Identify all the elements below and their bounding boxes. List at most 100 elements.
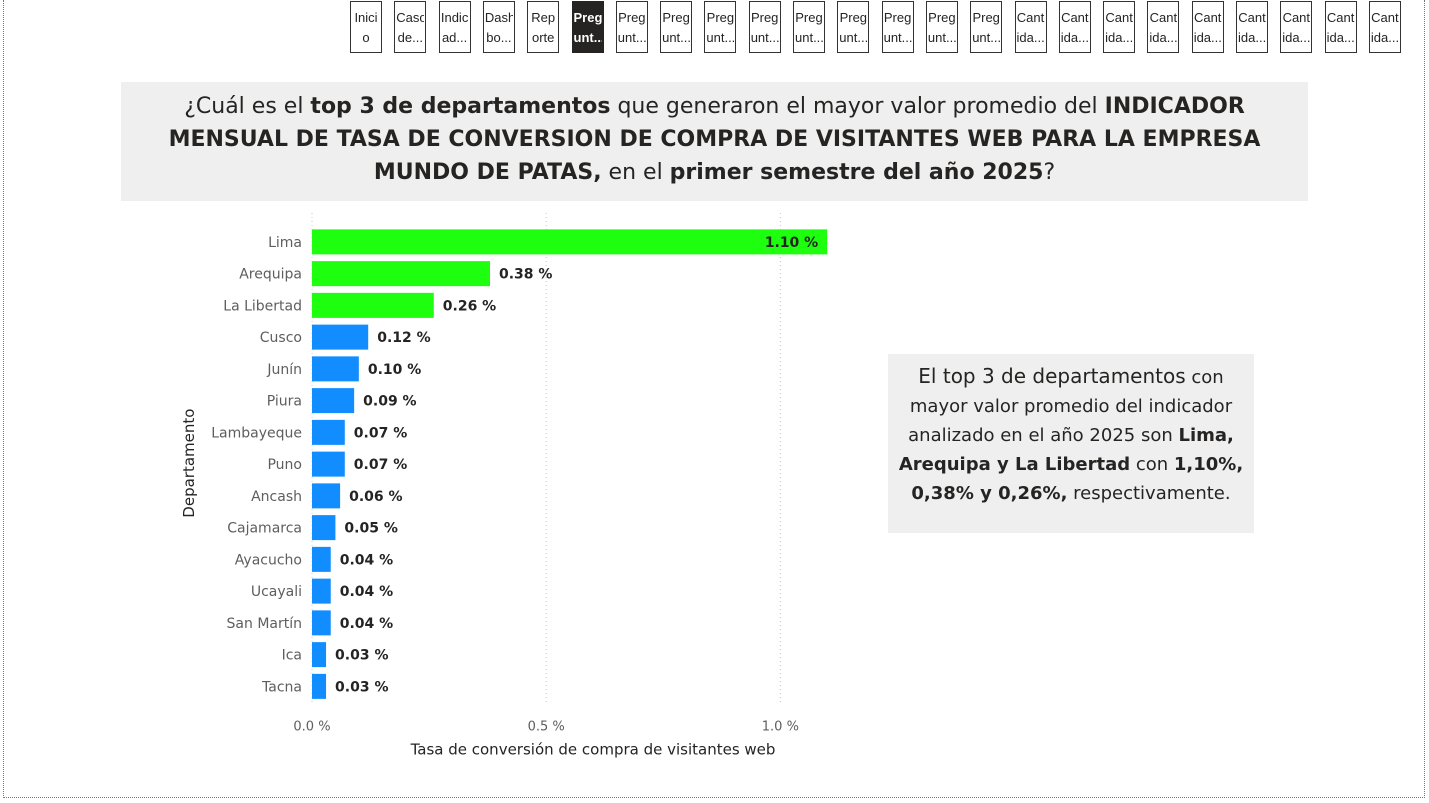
department-bar-chart[interactable]: 0.0 % 0.5 % 1.0 % Lima 1.10 % Arequipa 0.38 % L… <box>170 205 850 765</box>
bar[interactable] <box>312 356 359 382</box>
nav-button[interactable]: Preg unt... <box>881 1 914 53</box>
nav-button-label: Preg <box>839 10 868 25</box>
nav-button-label: unt... <box>927 30 956 45</box>
x-axis-title: Tasa de conversión de compra de visitant… <box>410 740 776 758</box>
nav-button-label: Dash <box>484 10 513 25</box>
nav-button[interactable]: Cant ida... <box>1280 1 1313 53</box>
nav-button[interactable]: Cant ida... <box>1103 1 1136 53</box>
nav-button-label: ida... <box>1282 30 1311 45</box>
nav-button-label: unt... <box>706 30 735 45</box>
nav-button[interactable]: Cant ida... <box>1058 1 1091 53</box>
data-label: 0.07 % <box>354 425 407 441</box>
bar[interactable] <box>312 673 327 699</box>
nav-button-label: unt... <box>795 30 823 45</box>
answer-bold: Lima, Arequipa y La Libertad <box>898 425 1234 475</box>
bar[interactable] <box>312 292 434 318</box>
bar[interactable] <box>312 261 490 287</box>
report-canvas <box>3 0 1425 798</box>
category-label: Piura <box>267 394 302 410</box>
category-label: Cajamarca <box>227 521 302 537</box>
bar[interactable] <box>312 515 336 541</box>
nav-button-label: ida... <box>1370 30 1399 45</box>
nav-button[interactable]: Cant ida... <box>1324 1 1357 53</box>
nav-button-label: orte <box>531 30 555 45</box>
question-text: ? <box>1043 160 1056 185</box>
nav-button-label: Preg <box>883 10 912 25</box>
nav-button[interactable]: Preg unt... <box>837 1 870 53</box>
nav-button-label: ida... <box>1149 30 1178 45</box>
nav-button-label: Rep <box>531 10 556 25</box>
nav-button[interactable]: Inici o <box>350 1 382 53</box>
data-label: 0.03 % <box>335 679 388 695</box>
nav-button[interactable]: Caso de... <box>394 1 427 53</box>
nav-button-label: Cant <box>1193 10 1222 25</box>
nav-button[interactable]: Cant ida... <box>1368 1 1401 53</box>
nav-button-label: Preg <box>706 10 735 25</box>
question-bold: INDICADOR MENSUAL DE TASA DE CONVERSION … <box>168 94 1261 185</box>
nav-button[interactable]: Preg unt... <box>793 1 825 53</box>
data-label: 0.07 % <box>354 457 407 473</box>
category-label: Ayacucho <box>235 552 302 568</box>
question-text: en el <box>601 160 670 185</box>
nav-button[interactable]: Preg unt... <box>748 1 781 53</box>
question-bold: top 3 de departamentos <box>310 94 611 119</box>
bar[interactable] <box>312 419 345 445</box>
nav-button-label: unt... <box>883 30 912 45</box>
nav-button-label: ida... <box>1060 30 1089 45</box>
nav-button[interactable]: Preg unt... <box>704 1 737 53</box>
data-label: 0.04 % <box>340 616 393 632</box>
nav-button[interactable]: Preg unt... <box>970 1 1003 53</box>
nav-button-label: o <box>362 30 370 45</box>
nav-button-label: ida... <box>1105 30 1134 45</box>
nav-button[interactable]: Preg unt... <box>615 1 648 53</box>
data-label: 0.26 % <box>443 298 496 314</box>
bar[interactable] <box>312 388 355 414</box>
nav-button[interactable]: Cant ida... <box>1236 1 1268 53</box>
data-label: 0.09 % <box>363 394 416 410</box>
y-axis-title: Departamento <box>180 409 198 518</box>
bar[interactable] <box>312 642 327 668</box>
nav-button-label: unt... <box>573 30 602 45</box>
nav-button-label: unt... <box>839 30 868 45</box>
category-label: Ucayali <box>251 584 302 600</box>
category-label: Ancash <box>251 489 302 505</box>
nav-button-label: unt... <box>750 30 779 45</box>
question-text: ¿Cuál es el <box>184 94 311 119</box>
nav-button-label: Preg <box>662 10 690 25</box>
nav-button[interactable]: Cant ida... <box>1147 1 1180 53</box>
nav-button-label: unt... <box>662 30 691 45</box>
nav-button[interactable]: Preg unt... <box>571 1 604 53</box>
category-label: San Martín <box>227 616 302 632</box>
category-label: Lambayeque <box>211 425 302 441</box>
nav-button[interactable]: Dash bo... <box>482 1 515 53</box>
nav-button-label: unt... <box>972 30 1001 45</box>
nav-button-label: de... <box>397 30 423 45</box>
bar[interactable] <box>312 546 331 572</box>
question-text: que generaron el mayor valor promedio de… <box>610 94 1105 119</box>
nav-button[interactable]: Preg unt... <box>660 1 693 53</box>
nav-button[interactable]: Cant ida... <box>1014 1 1047 53</box>
bar[interactable] <box>312 578 331 604</box>
nav-button-label: ida... <box>1326 30 1355 45</box>
nav-button-label: Cant <box>1149 10 1178 25</box>
nav-button[interactable]: Cant ida... <box>1191 1 1224 53</box>
answer-bold: 1,10%, 0,38% y 0,26%, <box>911 454 1244 504</box>
nav-button[interactable]: Indic ad... <box>438 1 471 53</box>
answer-lead: El top 3 de departamentos <box>918 364 1186 388</box>
nav-button-label: ida... <box>1193 30 1222 45</box>
bar[interactable] <box>312 229 828 255</box>
nav-button-label: Cant <box>1282 10 1311 25</box>
data-label: 0.12 % <box>377 330 430 346</box>
nav-button-label: Preg <box>972 10 1000 25</box>
bar[interactable] <box>312 610 331 636</box>
bar[interactable] <box>312 483 341 509</box>
nav-button[interactable]: Preg unt... <box>925 1 958 53</box>
question-bold: primer semestre del año 2025 <box>669 160 1044 185</box>
bar[interactable] <box>312 451 345 477</box>
x-tick-label: 1.0 % <box>762 719 799 734</box>
bar[interactable] <box>312 324 369 350</box>
nav-button[interactable]: Rep orte <box>527 1 560 53</box>
category-label: Lima <box>268 235 302 251</box>
category-label: Arequipa <box>239 267 302 283</box>
nav-button-label: Cant <box>1326 10 1355 25</box>
